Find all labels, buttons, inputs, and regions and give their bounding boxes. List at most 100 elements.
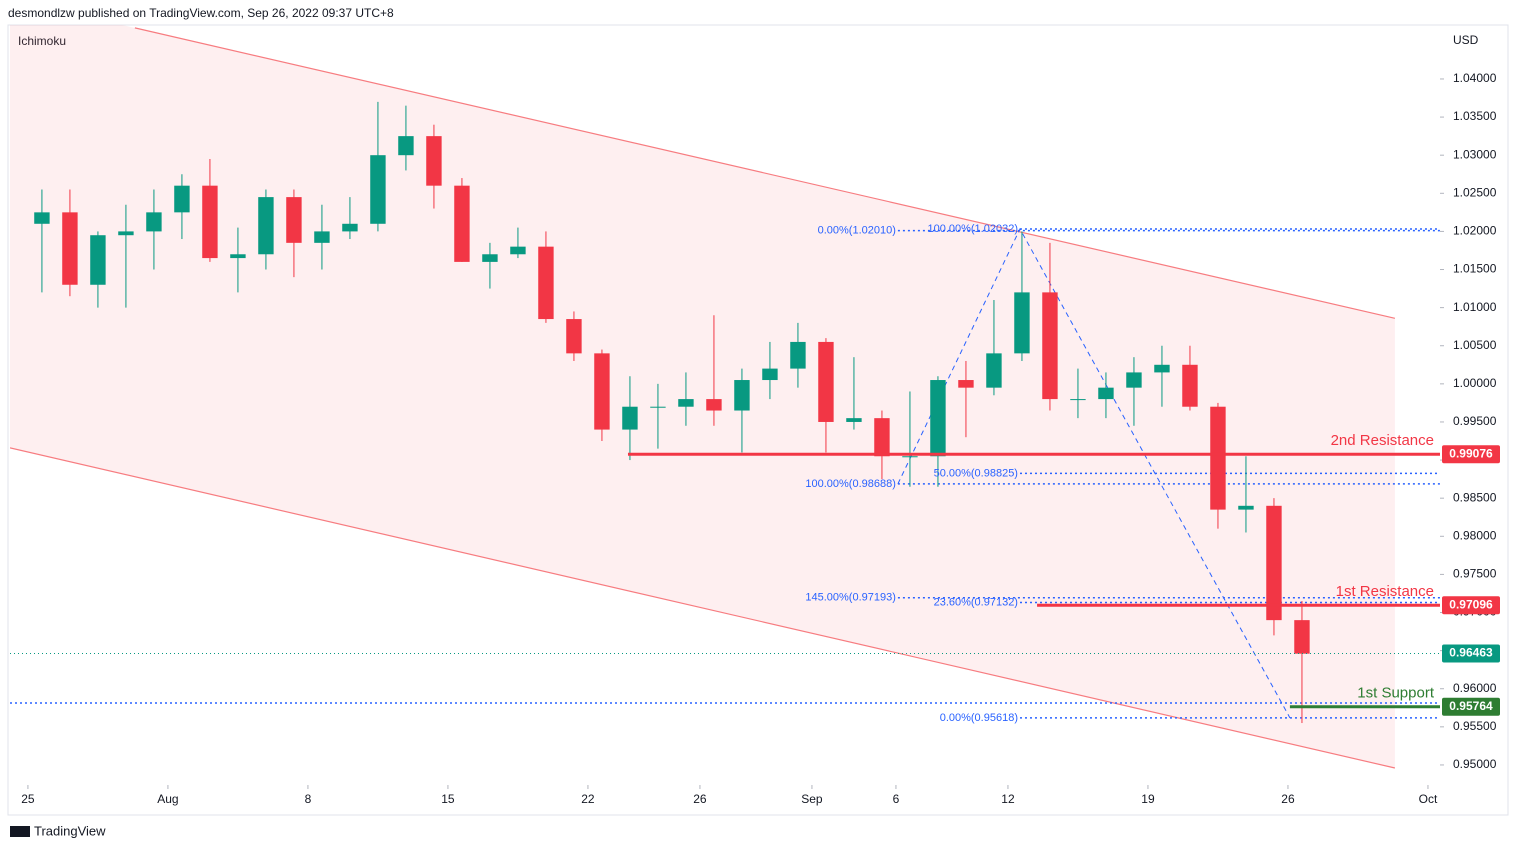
candle-body [426, 136, 442, 186]
y-unit: USD [1453, 33, 1479, 47]
y-tick-label: 1.03500 [1453, 109, 1497, 123]
candle-body [34, 212, 50, 224]
channel-lower [10, 447, 1396, 769]
x-tick-label: 26 [693, 792, 707, 806]
candle-body [202, 185, 218, 259]
candle-body [482, 254, 498, 262]
candle-body [286, 197, 302, 243]
indicator-legend: Ichimoku [18, 34, 66, 48]
price-tag-label: 0.99076 [1449, 446, 1493, 460]
candle-body [846, 418, 862, 422]
channel-upper [134, 27, 1396, 319]
x-tick-label: 15 [441, 792, 455, 806]
candle-body [762, 368, 778, 381]
y-tick-label: 1.04000 [1453, 71, 1497, 85]
price-tag-label: 0.96463 [1449, 646, 1493, 660]
candle-body [1014, 292, 1030, 354]
fib-label: 0.00%(0.95618) [940, 712, 1018, 724]
plot-area [10, 25, 1440, 769]
y-tick-label: 0.96000 [1453, 681, 1497, 695]
y-tick-label: 0.95000 [1453, 757, 1497, 771]
candle-body [510, 246, 526, 255]
y-tick-label: 0.98000 [1453, 528, 1497, 542]
candle-body [1294, 620, 1310, 654]
logo-text: TradingView [34, 823, 106, 838]
candle-body [1070, 399, 1086, 401]
candle-body [1238, 505, 1254, 510]
candle-body [398, 136, 414, 156]
logo: TradingView [10, 823, 106, 838]
y-tick-label: 1.03000 [1453, 147, 1497, 161]
x-tick-label: 25 [21, 792, 35, 806]
fib-label: 145.00%(0.97193) [805, 592, 896, 604]
candle-body [566, 319, 582, 354]
candle-body [706, 399, 722, 411]
y-tick-label: 0.98500 [1453, 490, 1497, 504]
level-name: 1st Support [1357, 685, 1435, 702]
candle-body [314, 231, 330, 243]
candle-body [90, 235, 106, 285]
candle-body [1266, 505, 1282, 621]
price-tag-label: 0.97096 [1449, 597, 1493, 611]
fib-label: 50.00%(0.98825) [934, 467, 1018, 479]
price-tag [1442, 697, 1500, 716]
candle-body [790, 341, 806, 369]
candle-body [370, 155, 386, 224]
candle-body [1098, 387, 1114, 400]
candle-body [622, 406, 638, 430]
candle-body [146, 212, 162, 232]
candle-body [62, 212, 78, 285]
logo-mark [10, 826, 30, 837]
x-tick-label: Aug [157, 792, 178, 806]
candle-body [930, 380, 946, 457]
fib-label: 100.00%(0.98688) [805, 478, 896, 490]
candle-body [538, 246, 554, 320]
y-tick-label: 1.00000 [1453, 376, 1497, 390]
candle-body [874, 418, 890, 457]
candle-body [454, 185, 470, 262]
y-tick-label: 1.02500 [1453, 185, 1497, 199]
x-tick-label: 26 [1281, 792, 1295, 806]
x-tick-label: 22 [581, 792, 595, 806]
level-name: 1st Resistance [1336, 583, 1434, 600]
channel-fill [10, 25, 1395, 769]
chart-frame [7, 24, 1509, 816]
price-tag-label: 0.95764 [1449, 699, 1493, 713]
candle-body [678, 399, 694, 407]
fib-label: 100.00%(1.02032) [927, 223, 1018, 235]
level-name: 2nd Resistance [1331, 432, 1434, 449]
candle-body [594, 353, 610, 430]
candle-body [258, 197, 274, 255]
candle-body [650, 406, 666, 408]
y-tick-label: 0.99500 [1453, 414, 1497, 428]
y-tick-label: 1.01500 [1453, 262, 1497, 276]
candle-body [902, 456, 918, 458]
price-tag [1442, 596, 1500, 615]
candle-body [1182, 364, 1198, 407]
x-tick-label: Oct [1419, 792, 1438, 806]
overlay: 1.04000 1.03500 1.03000 1.02500 1.02000 1.015… [21, 71, 1500, 806]
fib-label: 23.60%(0.97132) [934, 596, 1018, 608]
candle-body [118, 231, 134, 236]
x-tick-label: 12 [1001, 792, 1015, 806]
candle-body [1154, 364, 1170, 373]
y-tick-label: 1.01000 [1453, 300, 1497, 314]
fib-label: 0.00%(1.02010) [818, 225, 896, 237]
x-tick-label: 8 [305, 792, 312, 806]
candle-body [342, 223, 358, 232]
byline: desmondlzw published on TradingView.com,… [8, 6, 394, 20]
x-tick-label: Sep [801, 792, 823, 806]
price-tag [1442, 644, 1500, 663]
candle-body [958, 380, 974, 388]
candle-body [818, 341, 834, 422]
y-tick-label: 0.95500 [1453, 719, 1497, 733]
candle-body [1042, 292, 1058, 400]
x-tick-label: 19 [1141, 792, 1155, 806]
candle-body [1210, 406, 1226, 510]
price-tag [1442, 445, 1500, 464]
candle-body [734, 380, 750, 411]
y-tick-label: 1.02000 [1453, 224, 1497, 238]
candle-body [174, 185, 190, 213]
candle-body [986, 353, 1002, 388]
